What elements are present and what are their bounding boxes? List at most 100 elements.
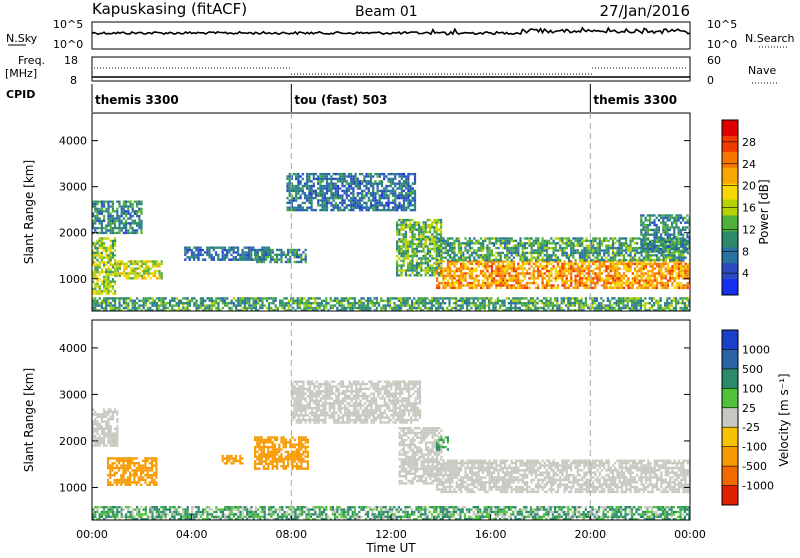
heatmap-cell [431, 257, 433, 259]
heatmap-cell [486, 277, 488, 279]
heatmap-cell [610, 263, 612, 265]
heatmap-cell [660, 214, 662, 216]
heatmap-cell [570, 282, 572, 284]
heatmap-cell [581, 252, 583, 254]
heatmap-cell [510, 304, 512, 306]
heatmap-cell [103, 215, 105, 217]
heatmap-cell [118, 307, 120, 309]
heatmap-cell [544, 277, 546, 279]
heatmap-cell [169, 300, 171, 302]
heatmap-cell [495, 302, 497, 304]
heatmap-cell [298, 249, 300, 251]
heatmap-cell [449, 242, 451, 244]
heatmap-cell [357, 202, 359, 204]
heatmap-cell [673, 219, 675, 221]
heatmap-cell [603, 249, 605, 251]
heatmap-cell [526, 252, 528, 254]
heatmap-cell [539, 300, 541, 302]
heatmap-cell [403, 224, 405, 226]
heatmap-cell [460, 257, 462, 259]
heatmap-cell [478, 282, 480, 284]
heatmap-cell [642, 224, 644, 226]
heatmap-cell [416, 248, 418, 250]
heatmap-cell [445, 252, 447, 254]
heatmap-cell [352, 190, 354, 192]
heatmap-cell [248, 302, 250, 304]
heatmap-cell [438, 237, 440, 239]
heatmap-cell [669, 241, 671, 243]
heatmap-cell [570, 247, 572, 249]
heatmap-cell [547, 304, 549, 306]
heatmap-cell [561, 300, 563, 302]
heatmap-cell [299, 307, 301, 309]
heatmap-cell [94, 247, 96, 249]
heatmap-cell [187, 300, 189, 302]
heatmap-cell [94, 261, 96, 263]
heatmap-cell [544, 249, 546, 251]
heatmap-cell [475, 304, 477, 306]
heatmap-cell [399, 195, 401, 197]
heatmap-cell [586, 257, 588, 259]
heatmap-cell [652, 270, 654, 272]
heatmap-cell [555, 272, 557, 274]
heatmap-cell [381, 204, 383, 206]
heatmap-cell [486, 282, 488, 284]
heatmap-cell [107, 281, 109, 283]
heatmap-cell [542, 287, 544, 289]
heatmap-cell [136, 263, 138, 265]
heatmap-cell [514, 297, 516, 299]
heatmap-cell [440, 249, 442, 251]
heatmap-cell [601, 240, 603, 242]
heatmap-cell [630, 284, 632, 286]
heatmap-cell [134, 210, 136, 212]
heatmap-cell [475, 302, 477, 304]
heatmap-cell [134, 272, 136, 274]
heatmap-cell [684, 243, 686, 245]
heatmap-cell [403, 202, 405, 204]
heatmap-cell [528, 263, 530, 265]
heatmap-cell [118, 220, 120, 222]
heatmap-cell [280, 251, 282, 253]
heatmap-cell [435, 302, 437, 304]
heatmap-cell [632, 277, 634, 279]
heatmap-cell [667, 241, 669, 243]
heatmap-cell [99, 288, 101, 290]
heatmap-cell [303, 307, 305, 309]
heatmap-cell [656, 231, 658, 233]
heatmap-cell [546, 259, 548, 261]
heatmap-cell [425, 272, 427, 274]
heatmap-cell [189, 302, 191, 304]
heatmap-cell [117, 270, 119, 272]
heatmap-cell [257, 297, 259, 299]
heatmap-cell [493, 245, 495, 247]
heatmap-cell [418, 297, 420, 299]
heatmap-cell [662, 229, 664, 231]
heatmap-cell [302, 190, 304, 192]
heatmap-cell [576, 302, 578, 304]
heatmap-cell [501, 300, 503, 302]
heatmap-cell [669, 275, 671, 277]
heatmap-cell [399, 202, 401, 204]
heatmap-cell [211, 259, 213, 261]
heatmap-cell [537, 287, 539, 289]
heatmap-cell [268, 297, 270, 299]
heatmap-cell [338, 302, 340, 304]
heatmap-cell [473, 259, 475, 261]
heatmap-cell [640, 214, 642, 216]
heatmap-cell [405, 241, 407, 243]
heatmap-cell [140, 304, 142, 306]
heatmap-cell [660, 222, 662, 224]
heatmap-cell [105, 276, 107, 278]
heatmap-cell [447, 265, 449, 267]
heatmap-cell [336, 297, 338, 299]
heatmap-cell [682, 238, 684, 240]
heatmap-cell [121, 272, 123, 274]
heatmap-cell [656, 229, 658, 231]
heatmap-cell [489, 284, 491, 286]
heatmap-cell [140, 300, 142, 302]
heatmap-cell [368, 175, 370, 177]
heatmap-cell [425, 243, 427, 245]
heatmap-cell [341, 302, 343, 304]
heatmap-cell [344, 173, 346, 175]
heatmap-cell [414, 175, 416, 177]
